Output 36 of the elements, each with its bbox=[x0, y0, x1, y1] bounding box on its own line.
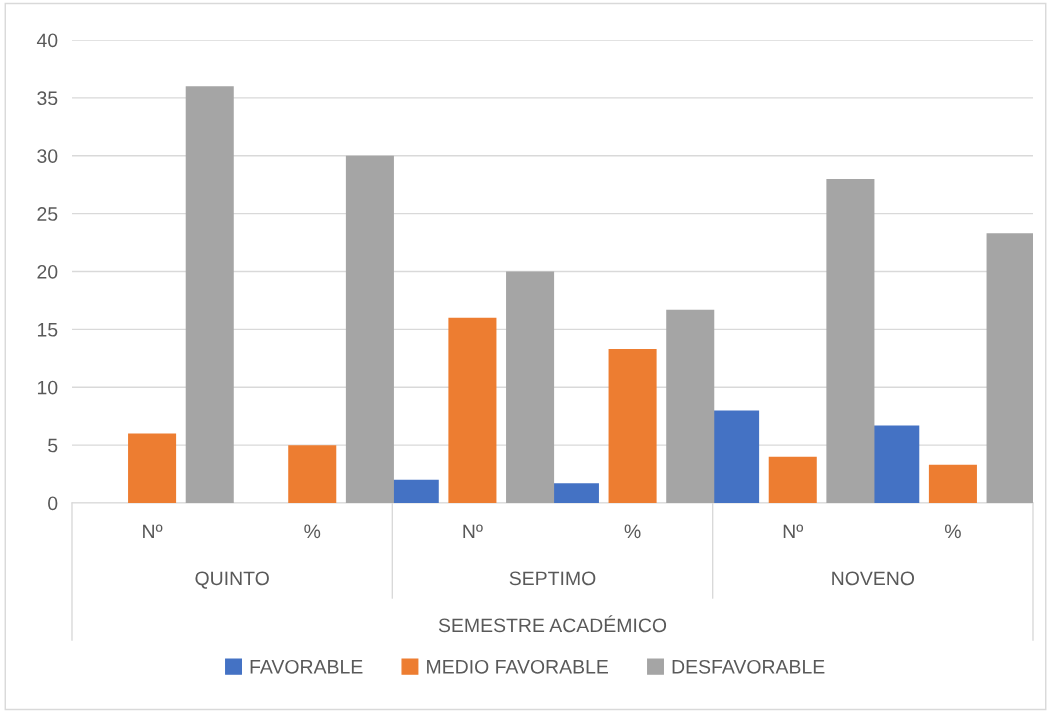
bar bbox=[608, 349, 657, 503]
y-tick-label: 30 bbox=[37, 149, 58, 163]
y-tick-label: 25 bbox=[37, 207, 58, 221]
y-tick-label: 20 bbox=[37, 264, 58, 279]
legend-label: FAVORABLE bbox=[250, 659, 363, 674]
x-tick-label: % bbox=[304, 524, 321, 539]
x-tick-label: % bbox=[624, 524, 641, 539]
legend-label: MEDIO FAVORABLE bbox=[427, 659, 609, 674]
x-axis-title: SEMESTRE ACADÉMICO bbox=[438, 615, 667, 633]
y-tick-label: 10 bbox=[37, 380, 58, 395]
bar bbox=[986, 233, 1033, 503]
bar bbox=[288, 445, 337, 503]
x-tick-label: Nº bbox=[783, 524, 804, 539]
x-tick-label: Nº bbox=[143, 524, 163, 539]
y-tick-label: 0 bbox=[48, 496, 58, 511]
bar bbox=[711, 410, 760, 503]
bar bbox=[128, 433, 177, 503]
bar bbox=[768, 456, 817, 503]
y-tick-label: 5 bbox=[48, 438, 58, 453]
legend-label: DESFAVORABLE bbox=[672, 659, 825, 674]
text: SEPTIMO bbox=[509, 571, 596, 586]
bar bbox=[928, 464, 977, 503]
bar bbox=[185, 86, 234, 503]
text: NOVENO bbox=[832, 571, 915, 586]
y-tick-label: 15 bbox=[37, 323, 58, 337]
bar bbox=[826, 178, 875, 503]
text: QUINTO bbox=[195, 571, 269, 589]
bar bbox=[506, 271, 555, 503]
x-tick-label: % bbox=[944, 524, 961, 539]
x-tick-label: Nº bbox=[463, 524, 483, 539]
bar bbox=[871, 425, 920, 503]
y-tick-label: 35 bbox=[37, 91, 58, 106]
y-tick-label: 40 bbox=[36, 33, 58, 48]
bar bbox=[345, 155, 394, 503]
bar bbox=[448, 317, 497, 503]
bar bbox=[666, 309, 715, 503]
